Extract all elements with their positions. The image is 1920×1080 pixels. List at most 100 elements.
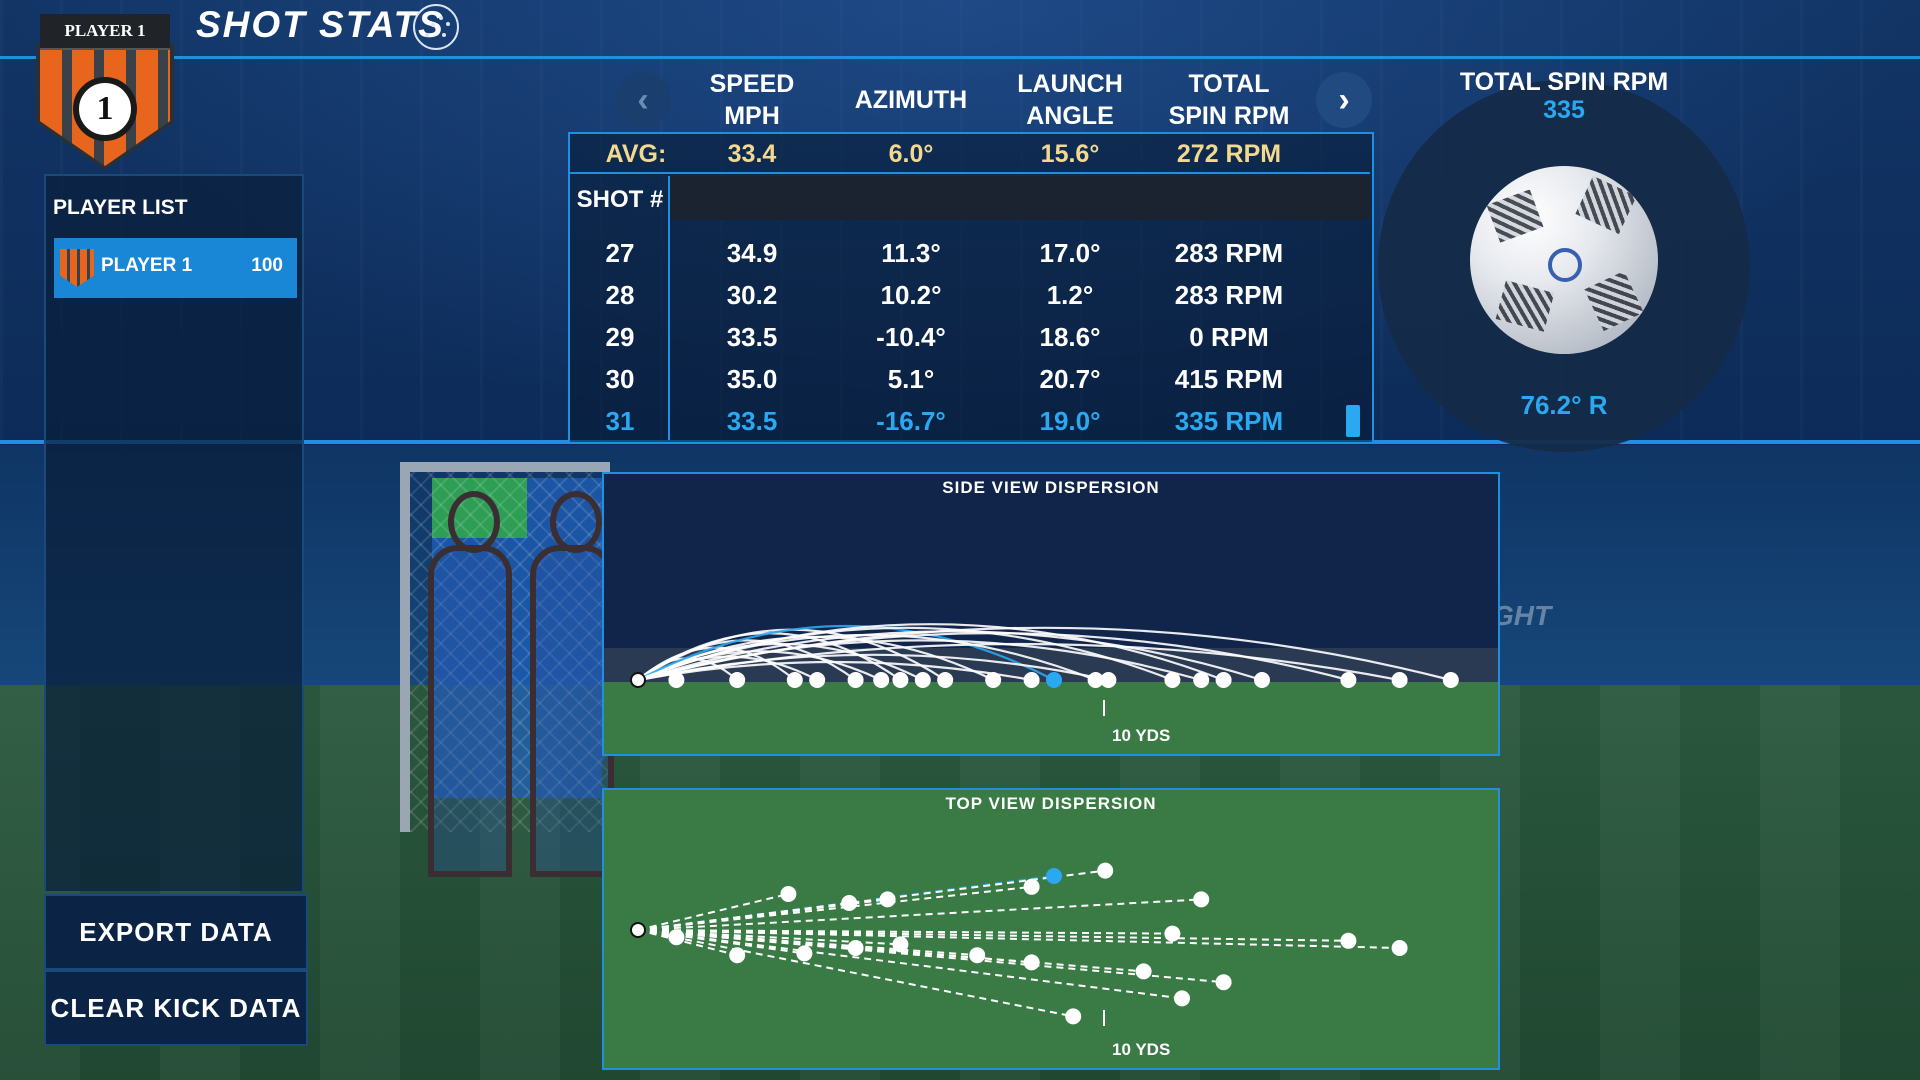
row-shot-number[interactable]: 30 xyxy=(605,364,635,394)
wall-mannequin xyxy=(428,491,512,877)
shot-number-header: SHOT # xyxy=(576,186,664,213)
row-launch-angle: 17.0° xyxy=(1039,238,1101,268)
top-trajectory-line xyxy=(637,929,1400,949)
top-landing-point xyxy=(841,895,858,911)
badge-label: PLAYER 1 xyxy=(40,14,170,48)
side-landing-point xyxy=(1442,672,1459,688)
top-landing-point xyxy=(1065,1008,1082,1025)
team-shield-icon xyxy=(60,249,94,287)
row-azimuth: 5.1° xyxy=(887,364,935,394)
kick-origin-ball xyxy=(630,922,646,938)
top-landing-point xyxy=(1097,862,1114,879)
spin-value: 335 xyxy=(1543,96,1585,124)
side-landing-point xyxy=(1391,672,1408,688)
player-list-label: PLAYER LIST xyxy=(53,196,188,219)
side-landing-point xyxy=(937,672,954,688)
column-header-total-spin: TOTAL SPIN RPM xyxy=(1168,70,1290,130)
background-sign-text: GHT xyxy=(1492,600,1552,631)
player-score: 100 xyxy=(251,255,283,276)
top-landing-point xyxy=(780,886,797,902)
player-name: PLAYER 1 xyxy=(101,255,193,276)
top-view-title: TOP VIEW DISPERSION xyxy=(945,794,1157,813)
top-view-distance-label: 10 YDS xyxy=(1112,1040,1171,1059)
soccer-ball-icon xyxy=(1470,166,1658,354)
top-trajectory-line xyxy=(637,929,1074,1018)
row-spin: 283 RPM xyxy=(1174,280,1284,310)
side-landing-point xyxy=(1023,672,1040,688)
side-view-title: SIDE VIEW DISPERSION xyxy=(942,478,1160,497)
top-trajectory-line xyxy=(637,885,1032,931)
top-landing-point xyxy=(1340,932,1357,949)
side-landing-point xyxy=(1340,672,1357,688)
chevron-right-icon: › xyxy=(1338,80,1350,119)
row-launch-angle: 18.6° xyxy=(1039,322,1101,352)
top-landing-point xyxy=(1391,940,1408,956)
row-azimuth: 10.2° xyxy=(880,280,942,310)
row-spin: 335 RPM xyxy=(1174,406,1284,436)
row-shot-number[interactable]: 29 xyxy=(605,322,635,352)
side-landing-point xyxy=(873,672,890,688)
row-launch-angle: 19.0° xyxy=(1039,406,1101,436)
page-title: SHOT STATS xyxy=(196,4,445,45)
top-landing-point xyxy=(1046,868,1062,884)
row-speed: 35.0 xyxy=(726,364,778,394)
section-divider xyxy=(0,440,1920,444)
row-speed: 33.5 xyxy=(726,322,778,352)
top-trajectory-line xyxy=(637,929,1173,935)
row-launch-angle: 1.2° xyxy=(1046,280,1094,310)
export-data-button[interactable]: EXPORT DATA xyxy=(44,894,308,970)
side-trajectory-line xyxy=(637,623,1224,682)
player-list-item[interactable]: PLAYER 1 100 xyxy=(54,238,297,298)
side-landing-point xyxy=(668,672,685,688)
spin-title: TOTAL SPIN RPM xyxy=(1459,68,1669,96)
side-landing-point xyxy=(1100,672,1117,688)
side-trajectory-line xyxy=(637,642,1400,682)
side-landing-point xyxy=(729,672,746,688)
side-landing-point xyxy=(1164,672,1181,688)
row-azimuth: 11.3° xyxy=(881,238,941,268)
side-view-distance-label: 10 YDS xyxy=(1112,726,1171,745)
top-landing-point xyxy=(892,936,909,953)
column-header-azimuth: AZIMUTH xyxy=(854,86,968,114)
top-trajectory-line xyxy=(637,898,1202,931)
next-page-button[interactable]: › xyxy=(1316,72,1372,128)
top-landing-point xyxy=(1164,925,1181,942)
top-landing-point xyxy=(1193,891,1210,908)
clear-kick-data-button[interactable]: CLEAR KICK DATA xyxy=(44,970,308,1046)
row-speed: 33.5 xyxy=(726,406,778,436)
top-view-dispersion-chart: TOP VIEW DISPERSION 10 YDS xyxy=(602,788,1500,1070)
trajectory-icon xyxy=(413,4,459,50)
top-trajectory-line xyxy=(637,929,978,957)
column-header-speed: SPEED MPH xyxy=(709,70,795,130)
row-shot-number[interactable]: 31 xyxy=(605,406,635,436)
top-trajectory-line xyxy=(637,929,1349,942)
top-trajectory-line xyxy=(637,929,1224,984)
side-landing-point xyxy=(985,672,1002,688)
side-landing-point xyxy=(1087,672,1104,688)
table-scrollbar[interactable] xyxy=(1346,405,1360,437)
header-divider xyxy=(0,56,1920,59)
row-shot-number[interactable]: 27 xyxy=(605,238,635,268)
side-landing-point xyxy=(847,672,864,688)
top-trajectory-line xyxy=(637,929,1183,1000)
row-spin: 283 RPM xyxy=(1174,238,1284,268)
side-landing-point xyxy=(914,672,931,688)
row-shot-number[interactable]: 28 xyxy=(605,280,635,310)
badge-number: 1 xyxy=(73,77,137,141)
chevron-left-icon: ‹ xyxy=(637,80,649,119)
wall-mannequin xyxy=(530,491,614,877)
side-landing-point xyxy=(892,672,909,688)
top-landing-point xyxy=(1215,974,1232,991)
top-landing-point xyxy=(1174,990,1190,1007)
row-speed: 34.9 xyxy=(726,238,778,268)
side-landing-point xyxy=(1193,672,1210,688)
row-speed: 30.2 xyxy=(726,280,778,310)
spin-direction: 76.2° R xyxy=(1520,390,1608,420)
top-landing-point xyxy=(729,947,746,964)
top-landing-point xyxy=(969,947,986,964)
top-landing-point xyxy=(1135,963,1152,980)
row-launch-angle: 20.7° xyxy=(1039,364,1101,394)
side-landing-point xyxy=(809,672,826,688)
previous-page-button[interactable]: ‹ xyxy=(615,72,671,128)
side-view-dispersion-chart: SIDE VIEW DISPERSION 10 YDS xyxy=(602,472,1500,756)
